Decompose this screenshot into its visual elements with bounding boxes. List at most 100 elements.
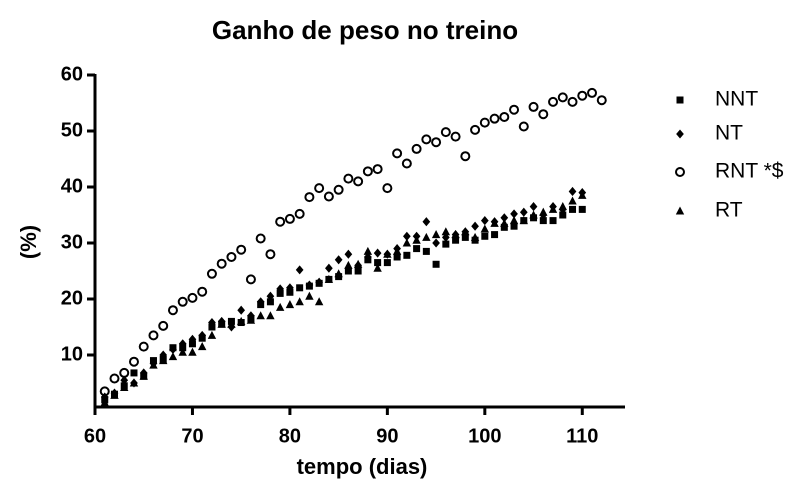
point xyxy=(383,259,391,267)
point xyxy=(559,211,567,219)
point xyxy=(539,217,547,225)
point xyxy=(363,246,373,255)
point xyxy=(353,176,364,187)
point xyxy=(344,249,353,259)
point xyxy=(324,274,334,283)
point xyxy=(100,392,109,402)
point xyxy=(578,190,587,199)
point xyxy=(372,164,383,175)
point xyxy=(471,221,479,231)
point xyxy=(392,246,402,255)
point xyxy=(226,252,237,262)
point xyxy=(167,305,178,316)
point xyxy=(159,350,168,360)
point xyxy=(548,96,559,107)
point xyxy=(529,210,538,219)
y-tick-label: 50 xyxy=(61,119,83,141)
point xyxy=(217,319,226,328)
point xyxy=(227,319,236,328)
point xyxy=(344,260,353,269)
point xyxy=(569,205,577,213)
point xyxy=(110,390,119,399)
point xyxy=(286,283,294,293)
point xyxy=(402,238,412,247)
point xyxy=(401,158,412,169)
point xyxy=(149,360,158,369)
point xyxy=(422,217,431,227)
point xyxy=(403,231,411,241)
point xyxy=(442,240,450,248)
point xyxy=(470,124,481,135)
point xyxy=(188,334,197,344)
point xyxy=(255,233,266,244)
point xyxy=(138,341,149,352)
point xyxy=(412,235,421,244)
point xyxy=(305,280,314,290)
y-tick-label: 20 xyxy=(61,287,83,309)
point xyxy=(353,259,363,268)
legend-marker xyxy=(675,206,685,215)
point xyxy=(509,216,519,225)
point xyxy=(354,267,362,275)
point xyxy=(216,258,227,269)
legend-label: NT xyxy=(715,122,743,145)
point xyxy=(159,356,168,365)
point xyxy=(451,230,460,239)
point xyxy=(333,184,344,195)
point xyxy=(188,347,197,356)
point xyxy=(539,207,548,216)
point xyxy=(197,286,208,297)
point xyxy=(296,284,304,292)
point xyxy=(382,183,393,194)
point xyxy=(295,297,304,306)
point xyxy=(587,87,598,98)
point xyxy=(529,202,538,212)
point xyxy=(548,204,558,213)
point xyxy=(237,305,246,315)
point xyxy=(158,320,169,331)
point xyxy=(187,292,198,303)
point xyxy=(500,223,508,231)
point xyxy=(432,260,440,268)
point xyxy=(567,96,578,107)
point xyxy=(460,151,471,162)
point xyxy=(139,371,148,380)
point xyxy=(557,92,568,103)
point xyxy=(413,245,421,253)
point xyxy=(315,277,323,287)
point xyxy=(461,233,469,241)
point xyxy=(128,356,139,367)
point xyxy=(450,131,461,142)
point xyxy=(100,398,109,407)
y-tick-label: 10 xyxy=(61,343,83,365)
y-tick-label: 60 xyxy=(61,63,83,85)
point xyxy=(362,166,373,177)
point xyxy=(245,274,256,285)
legend-label: RNT *$ xyxy=(715,160,784,183)
x-tick-label: 90 xyxy=(376,425,398,447)
point xyxy=(509,104,520,115)
point xyxy=(481,232,489,240)
point xyxy=(169,344,177,354)
point xyxy=(343,173,354,184)
point xyxy=(519,207,528,217)
point xyxy=(285,300,295,309)
point xyxy=(294,208,305,219)
point xyxy=(275,216,286,227)
point xyxy=(246,315,256,324)
point xyxy=(500,213,509,223)
point xyxy=(129,378,139,387)
point xyxy=(480,224,490,233)
point xyxy=(119,367,130,378)
point xyxy=(130,369,138,377)
x-tick-label: 80 xyxy=(279,425,301,447)
point xyxy=(373,263,382,272)
point xyxy=(452,236,460,244)
point xyxy=(538,109,549,120)
point xyxy=(305,291,314,300)
point xyxy=(148,330,159,341)
point xyxy=(334,255,343,265)
legend-label: RT xyxy=(715,199,743,222)
point xyxy=(256,297,265,307)
point xyxy=(479,117,490,128)
